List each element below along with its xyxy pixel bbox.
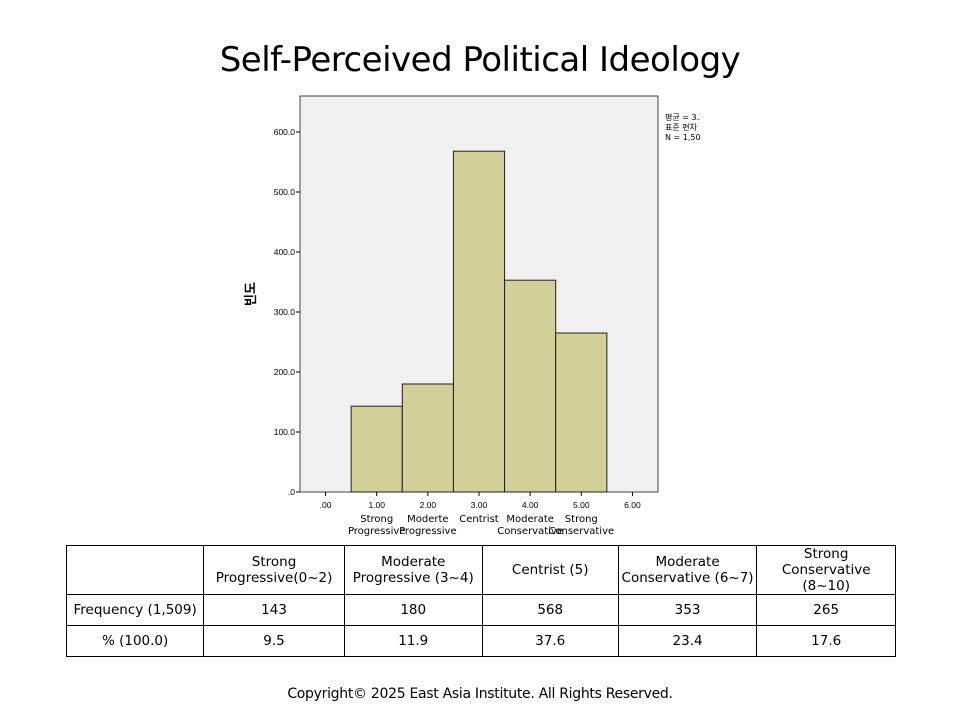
x-tick-label: .00 xyxy=(320,500,332,510)
table-row: % (100.0) 9.5 11.9 37.6 23.4 17.6 xyxy=(65,625,896,657)
histogram-bar xyxy=(504,279,557,493)
table-cell: 143 xyxy=(203,594,345,626)
table-header-cell: Moderate Progressive (3~4) xyxy=(343,545,483,595)
histogram-bar xyxy=(401,383,454,493)
table-cell: % (100.0) xyxy=(65,625,205,657)
table-cell: Frequency (1,509) xyxy=(65,594,205,626)
category-label: Centrist xyxy=(459,514,498,525)
category-label: Conservative xyxy=(497,526,563,537)
y-tick-label: 600.0 xyxy=(274,127,296,137)
x-tick-label: 6.00 xyxy=(624,500,641,510)
histogram-chart: .0 100.0 200.0 300.0 400.0 500.0 600.0 .00 1.00 2… xyxy=(243,95,700,537)
histogram-bar xyxy=(555,332,608,493)
table-cell: 265 xyxy=(756,594,896,626)
y-tick-label: 500.0 xyxy=(274,187,296,197)
table-cell: 11.9 xyxy=(343,625,483,657)
x-tick-label: 3.00 xyxy=(471,500,488,510)
y-tick-label: 100.0 xyxy=(274,427,296,437)
category-label: Strong xyxy=(565,514,598,525)
category-label: Moderte xyxy=(407,514,448,525)
table-cell: 9.5 xyxy=(203,625,345,657)
frequency-table: Strong Progressive(0~2) Moderate Progres… xyxy=(65,545,896,657)
histogram-bar xyxy=(350,405,403,493)
page-title: Self-Perceived Political Ideology xyxy=(219,40,741,80)
stats-text: N = 1,509 xyxy=(665,133,700,142)
y-tick-label: 400.0 xyxy=(274,247,296,257)
x-tick-label: 2.00 xyxy=(420,500,437,510)
category-label: Conservative xyxy=(548,526,614,537)
x-tick-label: 1.00 xyxy=(368,500,385,510)
table-cell: 17.6 xyxy=(756,625,896,657)
copyright-notice: Copyright© 2025 East Asia Institute. All… xyxy=(287,686,673,702)
table-cell: 23.4 xyxy=(617,625,758,657)
category-label: Progressive xyxy=(348,526,406,537)
category-label: Progressive xyxy=(399,526,457,537)
category-label: Moderate xyxy=(506,514,554,525)
table-header-cell: Moderate Conservative (6~7) xyxy=(617,545,758,595)
table-cell: 37.6 xyxy=(481,625,619,657)
table-row: Frequency (1,509) 143 180 568 353 265 xyxy=(65,594,896,626)
table-header-cell xyxy=(65,545,205,595)
table-header-cell: Strong Progressive(0~2) xyxy=(203,545,345,595)
table-header-cell: Centrist (5) xyxy=(481,545,619,595)
table-cell: 353 xyxy=(617,594,758,626)
stats-text: 평균 = 3.2775 xyxy=(665,112,700,122)
y-tick-label: .0 xyxy=(288,487,295,497)
table-header-cell: Strong Conservative (8~10) xyxy=(756,545,896,595)
table-cell: 568 xyxy=(481,594,619,626)
x-tick-label: 5.00 xyxy=(573,500,590,510)
histogram-bar xyxy=(452,150,506,493)
y-axis-label: 빈도 xyxy=(243,282,259,306)
table-header-row: Strong Progressive(0~2) Moderate Progres… xyxy=(65,545,896,595)
y-tick-label: 200.0 xyxy=(274,367,296,377)
x-tick-label: 4.00 xyxy=(522,500,539,510)
stats-text: 표준 편차 = 1.1658 xyxy=(665,122,700,132)
category-label: Strong xyxy=(360,514,393,525)
table-cell: 180 xyxy=(343,594,483,626)
y-tick-label: 300.0 xyxy=(274,307,296,317)
